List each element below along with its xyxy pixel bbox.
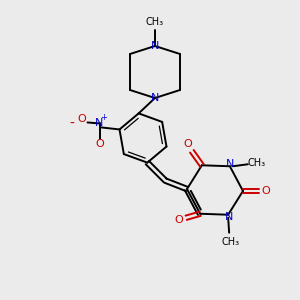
Text: O: O [262, 186, 270, 196]
Text: CH₃: CH₃ [248, 158, 266, 168]
Text: O: O [184, 139, 192, 149]
Text: N: N [151, 41, 159, 51]
Text: O: O [175, 215, 184, 225]
Text: CH₃: CH₃ [146, 17, 164, 27]
Text: N: N [226, 159, 234, 169]
Text: O: O [77, 114, 86, 124]
Text: N: N [151, 93, 159, 103]
Text: O: O [95, 140, 104, 149]
Text: N: N [95, 118, 104, 128]
Text: CH₃: CH₃ [221, 237, 239, 247]
Text: +: + [100, 113, 107, 122]
Text: N: N [225, 212, 233, 222]
Text: -: - [69, 116, 74, 130]
